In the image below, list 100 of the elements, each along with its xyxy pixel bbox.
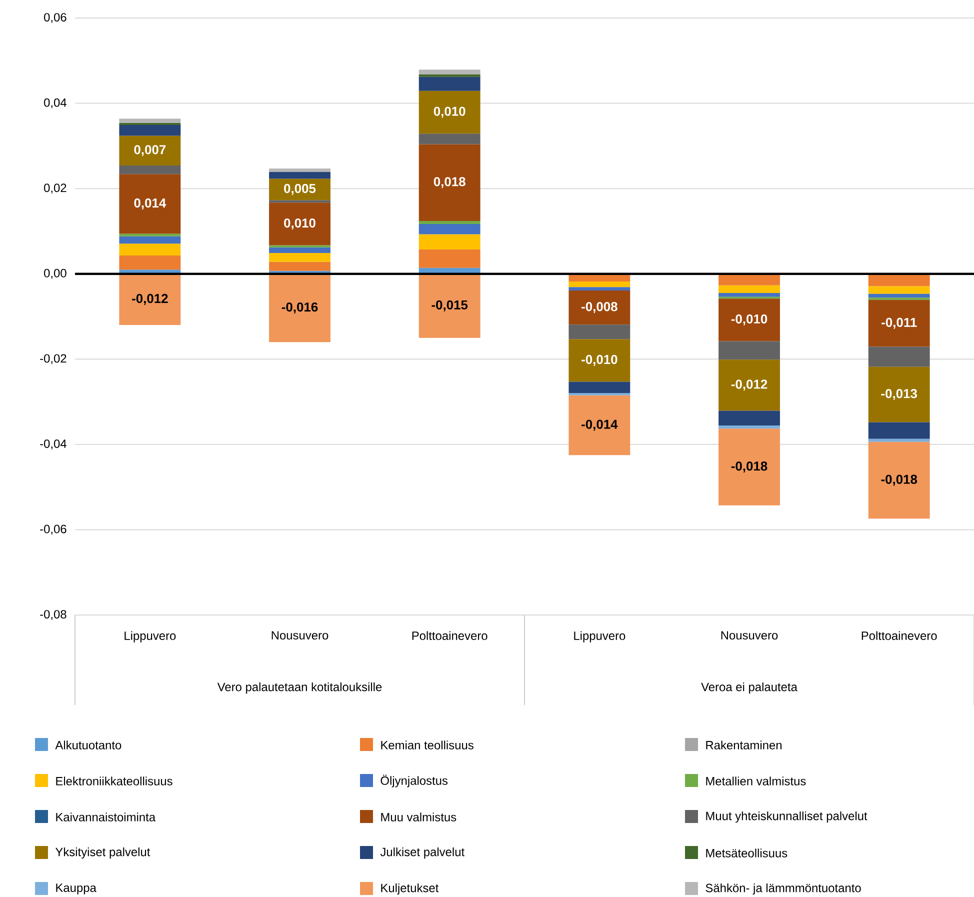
bar [568,382,630,394]
bar [418,144,480,221]
legend-label: Metallien valmistus [706,776,806,786]
bar [269,247,330,253]
bar [269,252,330,262]
bar [269,172,330,179]
x-tick-label: Polttoainevero [862,631,937,640]
legend-label: Öljynjalostus [380,774,448,788]
bar [718,428,780,506]
bar [119,236,181,244]
data-label: 0,018 [434,177,466,188]
data-label: -0,013 [881,389,917,400]
data-label: 0,010 [434,106,466,118]
y-tick-label: 0,06 [44,13,66,23]
legend-label: Muu valmistus [381,812,456,822]
bar [418,220,480,224]
bar [418,90,480,134]
bar [119,122,181,126]
bar [868,438,930,442]
text: Veroa ei palauteta [701,682,798,694]
bar [718,298,780,342]
bar [119,166,181,174]
bar [119,244,181,256]
bar [718,410,780,426]
y-tick-label: -0,08 [40,610,66,620]
bar [568,339,630,382]
data-label: -0,008 [582,302,618,314]
bar [269,168,330,172]
legend-label: Julkiset palvelut [380,847,464,859]
bar [868,366,930,422]
data-label: -0,010 [582,354,618,366]
bar [718,341,780,360]
bar [718,360,780,411]
y-tick-label: 0,04 [44,98,66,108]
data-label: -0,012 [132,294,168,305]
bar [418,76,480,91]
y-tick-label: -0,02 [40,354,66,364]
data-label: -0,012 [731,380,768,391]
y-tick-label: 0,00 [44,268,66,279]
bar [568,287,630,290]
bar [868,442,930,519]
data-label: -0,015 [432,300,468,312]
legend-label: Rakentaminen [706,740,782,750]
bar [418,134,480,144]
legend-label: Kemian teollisuus [381,740,474,750]
bar [418,274,480,338]
data-label: -0,016 [282,302,318,314]
data-label: -0,010 [731,314,768,326]
bar [868,294,930,298]
x-tick-label: Lippuvero [574,631,626,642]
bar [269,262,330,271]
data-label: 0,014 [134,198,166,210]
bar [568,395,630,456]
x-tick-label: Nousuvero [721,631,778,640]
bar [418,224,480,234]
legend-label: Alkutuotanto [55,740,122,750]
y-tick-label: -0,06 [40,524,66,535]
bar [119,136,181,166]
text: Vero palautetaan kotitalouksille [217,682,382,694]
legend-label: Kauppa [56,884,96,894]
bar [718,285,780,294]
x-tick-label: Nousuvero [272,631,328,640]
bar [568,282,630,288]
bar [418,250,480,268]
bar [119,256,181,270]
bar [718,274,780,286]
bar [418,234,480,250]
bar [269,200,330,203]
bar [868,286,930,294]
bar [868,346,930,367]
legend-label: Metsäteollisuus [706,848,788,858]
data-label: -0,014 [582,420,618,431]
legend-label: Muut yhteiskunnalliset palvelut [706,811,868,823]
data-label: -0,018 [731,462,768,473]
legend-label: Sähkön- ja lämmmöntuotanto [706,883,861,895]
bar [868,300,930,347]
bar [269,274,330,342]
legend-label: Elektroniikkateollisuus [56,776,172,786]
legend-label: Kaivannaistoiminta [56,812,156,822]
y-tick-label: -0,04 [40,439,66,450]
bar [568,290,630,325]
data-label: 0,007 [134,145,166,156]
data-label: -0,018 [881,474,918,486]
bar [119,118,181,123]
data-label: 0,005 [284,184,316,195]
bar [868,422,930,439]
data-label: 0,010 [284,218,316,230]
bar [119,174,181,234]
bar [718,426,780,429]
bar [119,234,181,236]
legend-label: Yksityiset palvelut [55,847,150,859]
bar [119,125,181,136]
legend-label: Kuljetukset [381,883,439,895]
bar [418,74,480,77]
bar [269,202,330,246]
data-label: -0,011 [882,318,917,329]
x-tick-label: Polttoainevero [412,631,488,640]
x-tick-label: Lippuvero [124,631,176,642]
bar [568,324,630,340]
bar [418,70,480,74]
